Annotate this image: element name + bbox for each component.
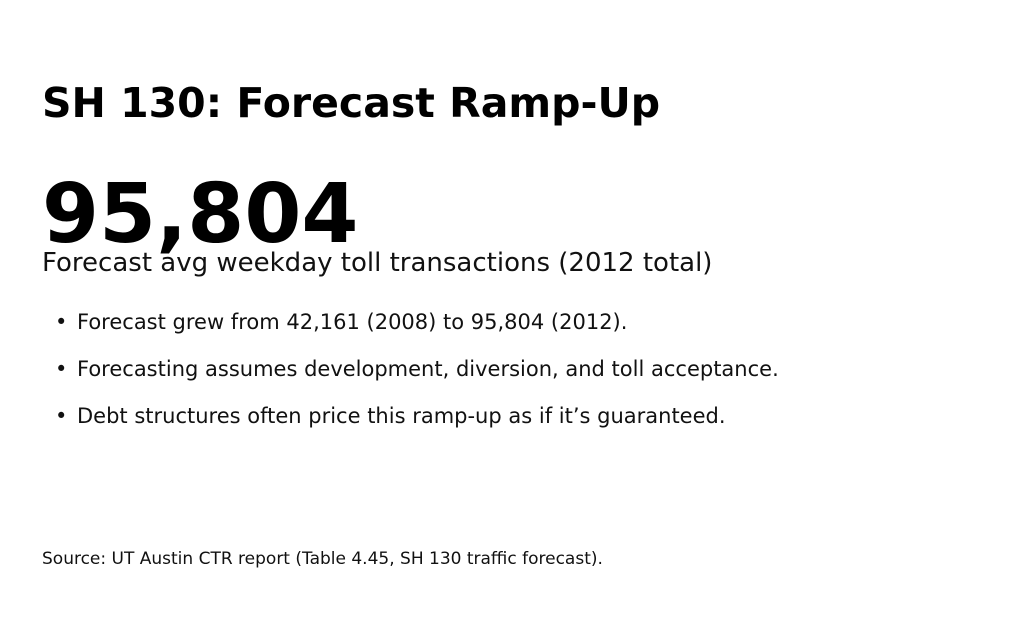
source-citation: Source: UT Austin CTR report (Table 4.45…: [42, 549, 603, 569]
bullet-list: Forecast grew from 42,161 (2008) to 95,8…: [42, 312, 779, 453]
bullet-item-forecast-assumptions: Forecasting assumes development, diversi…: [42, 359, 779, 381]
bullet-item-forecast-growth: Forecast grew from 42,161 (2008) to 95,8…: [42, 312, 779, 334]
bullet-item-debt-structures: Debt structures often price this ramp-up…: [42, 406, 779, 428]
slide-title: SH 130: Forecast Ramp-Up: [42, 79, 661, 128]
stat-label: Forecast avg weekday toll transactions (…: [42, 248, 713, 278]
stat-value: 95,804: [42, 167, 359, 262]
